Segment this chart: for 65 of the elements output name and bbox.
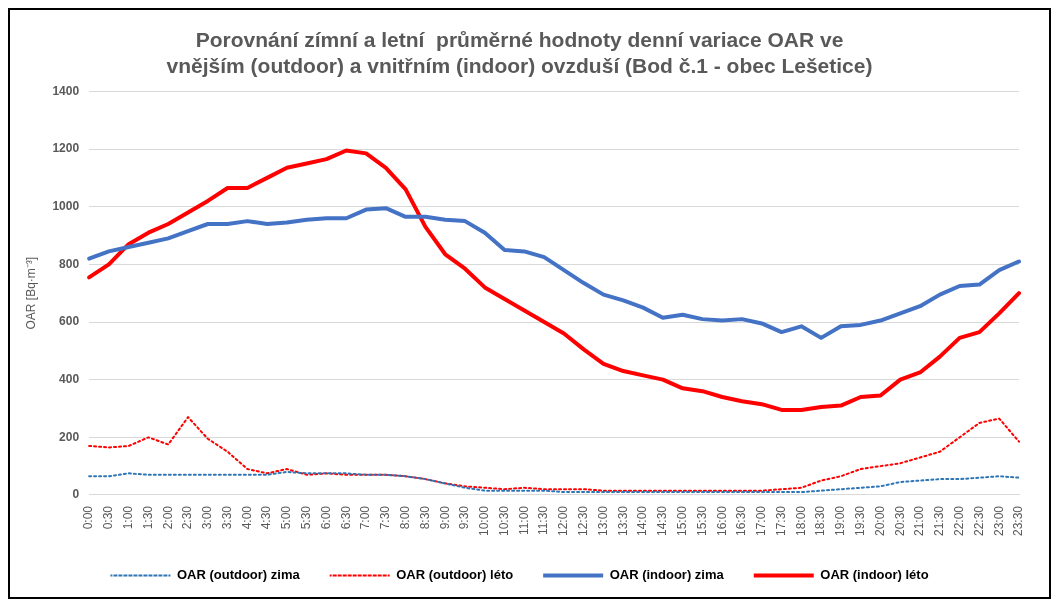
x-tick-label: 9:00 bbox=[437, 505, 452, 530]
x-tick-label: 3:00 bbox=[200, 505, 215, 530]
x-tick-label: 3:30 bbox=[219, 505, 234, 530]
x-tick-label: 5:00 bbox=[279, 505, 294, 530]
x-tick-label: 1:30 bbox=[140, 505, 155, 530]
legend-label: OAR (outdoor) léto bbox=[396, 567, 514, 583]
x-tick-label: 17:30 bbox=[773, 505, 788, 536]
line-series bbox=[88, 470, 1020, 494]
x-tick-label: 19:00 bbox=[833, 505, 848, 536]
x-tick-label: 10:30 bbox=[496, 505, 511, 536]
y-tick-label: 0 bbox=[72, 487, 80, 502]
x-tick-label: 8:30 bbox=[417, 505, 432, 530]
x-tick-label: 0:30 bbox=[101, 505, 116, 530]
x-tick-label: 12:00 bbox=[556, 505, 571, 536]
x-tick-label: 9:30 bbox=[457, 505, 472, 530]
x-tick-label: 5:30 bbox=[299, 505, 314, 530]
x-tick-label: 10:00 bbox=[477, 505, 492, 536]
x-tick-label: 22:30 bbox=[971, 505, 986, 536]
legend-label: OAR (indoor) léto bbox=[820, 567, 929, 583]
y-tick-label: 600 bbox=[59, 314, 80, 329]
x-tick-label: 23:00 bbox=[991, 505, 1006, 536]
x-tick-label: 11:00 bbox=[516, 505, 531, 536]
x-tick-label: 7:00 bbox=[358, 505, 373, 530]
y-tick-label: 1000 bbox=[52, 199, 80, 214]
legend-label: OAR (indoor) zima bbox=[609, 567, 725, 583]
x-tick-label: 11:30 bbox=[536, 505, 551, 536]
x-tick-label: 2:00 bbox=[160, 505, 175, 530]
x-tick-label: 15:30 bbox=[694, 505, 709, 536]
x-tick-label: 15:00 bbox=[674, 505, 689, 536]
text: vnějším (outdoor) a vnitřním (indoor) ovzduší (Bod č.1 - obec Lešetice) bbox=[166, 53, 873, 77]
x-tick-label: 4:30 bbox=[259, 505, 274, 530]
x-tick-label: 22:00 bbox=[951, 505, 966, 536]
line-series bbox=[88, 416, 1020, 492]
x-tick-label: 21:00 bbox=[912, 505, 927, 536]
x-tick-label: 18:30 bbox=[813, 505, 828, 536]
x-tick-label: 21:30 bbox=[932, 505, 947, 536]
y-tick-label: 1200 bbox=[52, 141, 80, 156]
x-tick-label: 16:30 bbox=[734, 505, 749, 536]
x-tick-label: 13:30 bbox=[615, 505, 630, 536]
y-tick-label: 400 bbox=[59, 371, 80, 386]
x-tick-label: 14:00 bbox=[635, 505, 650, 536]
x-tick-label: 20:00 bbox=[872, 505, 887, 536]
x-tick-label: 6:00 bbox=[318, 505, 333, 530]
x-tick-label: 12:30 bbox=[576, 505, 591, 536]
x-tick-label: 18:00 bbox=[793, 505, 808, 536]
x-tick-label: 8:00 bbox=[397, 505, 412, 530]
x-tick-label: 1:00 bbox=[120, 505, 135, 530]
x-tick-label: 20:30 bbox=[892, 505, 907, 536]
x-tick-label: 6:30 bbox=[338, 505, 353, 530]
y-tick-label: 1400 bbox=[52, 83, 80, 98]
x-tick-label: 7:30 bbox=[378, 505, 393, 530]
y-tick-label: 800 bbox=[59, 256, 80, 271]
x-tick-label: 14:30 bbox=[655, 505, 670, 536]
x-tick-label: 17:00 bbox=[754, 505, 769, 536]
legend-label: OAR (outdoor) zima bbox=[176, 567, 301, 583]
x-tick-label: 23:30 bbox=[1011, 505, 1026, 536]
x-tick-label: 19:30 bbox=[853, 505, 868, 536]
x-tick-label: 4:00 bbox=[239, 505, 254, 530]
x-tick-label: 0:00 bbox=[81, 505, 96, 530]
y-tick-label: 200 bbox=[59, 429, 80, 444]
text: Porovnání zímní a letní průměrné hodnoty denní variace OAR ve bbox=[195, 28, 844, 52]
x-tick-label: 16:00 bbox=[714, 505, 729, 536]
x-tick-label: 2:30 bbox=[180, 505, 195, 530]
y-axis-title: OAR [Bq·m⁻³] bbox=[23, 256, 38, 330]
x-tick-label: 13:00 bbox=[595, 505, 610, 536]
